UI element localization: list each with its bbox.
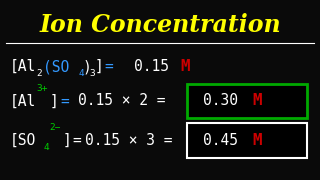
- Text: 2−: 2−: [50, 123, 61, 132]
- Text: 0.45: 0.45: [203, 133, 238, 148]
- Text: (SO: (SO: [43, 59, 69, 74]
- FancyBboxPatch shape: [187, 123, 307, 158]
- Text: 0.15: 0.15: [134, 59, 169, 74]
- Text: [Al: [Al: [10, 59, 36, 74]
- Text: [SO: [SO: [10, 133, 36, 148]
- Text: 0.15 × 2 =: 0.15 × 2 =: [78, 93, 166, 108]
- Text: =: =: [104, 59, 113, 74]
- Text: 3+: 3+: [37, 84, 48, 93]
- Text: ): ): [83, 59, 91, 74]
- Text: M: M: [253, 93, 262, 108]
- Text: =: =: [72, 133, 81, 148]
- Text: ]: ]: [94, 59, 103, 74]
- Text: Ion Concentration: Ion Concentration: [39, 13, 281, 37]
- Text: 3: 3: [89, 69, 95, 78]
- Text: [Al: [Al: [10, 93, 36, 108]
- Text: 0.30: 0.30: [203, 93, 238, 108]
- Text: ]: ]: [50, 93, 58, 108]
- FancyBboxPatch shape: [187, 84, 307, 118]
- Text: M: M: [181, 59, 190, 74]
- Text: ]: ]: [62, 133, 71, 148]
- Text: =: =: [61, 93, 69, 108]
- Text: 4: 4: [43, 143, 49, 152]
- Text: 2: 2: [37, 69, 43, 78]
- Text: 4: 4: [78, 69, 84, 78]
- Text: M: M: [253, 133, 262, 148]
- Text: 0.15 × 3 =: 0.15 × 3 =: [85, 133, 172, 148]
